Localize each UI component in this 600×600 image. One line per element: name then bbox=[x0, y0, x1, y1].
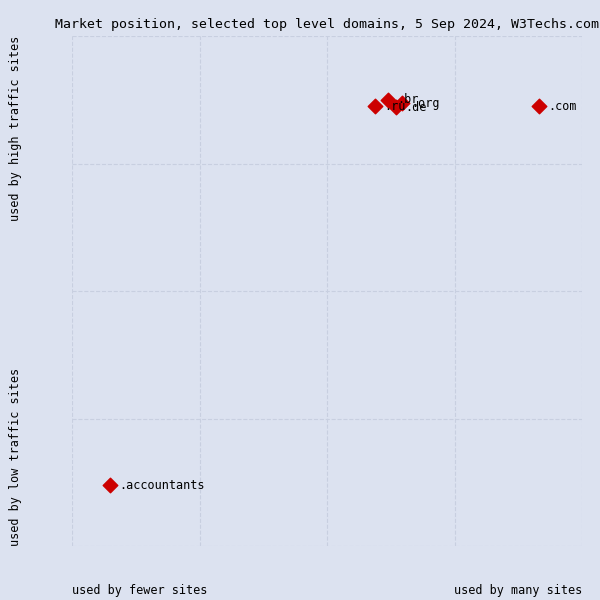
Text: .ru: .ru bbox=[385, 100, 406, 113]
Point bbox=[371, 101, 380, 111]
Point bbox=[534, 101, 544, 111]
Text: .br: .br bbox=[397, 94, 418, 106]
Point bbox=[398, 98, 407, 108]
Text: .com: .com bbox=[548, 100, 577, 113]
Text: used by high traffic sites: used by high traffic sites bbox=[9, 36, 22, 221]
Text: used by many sites: used by many sites bbox=[454, 584, 582, 597]
Point bbox=[392, 103, 401, 112]
Text: used by low traffic sites: used by low traffic sites bbox=[9, 368, 22, 546]
Text: .de: .de bbox=[406, 101, 427, 114]
Point bbox=[106, 481, 115, 490]
Text: used by fewer sites: used by fewer sites bbox=[72, 584, 208, 597]
Text: .accountants: .accountants bbox=[119, 479, 205, 491]
Text: .org: .org bbox=[412, 97, 440, 110]
Point bbox=[383, 95, 392, 105]
Title: Market position, selected top level domains, 5 Sep 2024, W3Techs.com: Market position, selected top level doma… bbox=[55, 17, 599, 31]
